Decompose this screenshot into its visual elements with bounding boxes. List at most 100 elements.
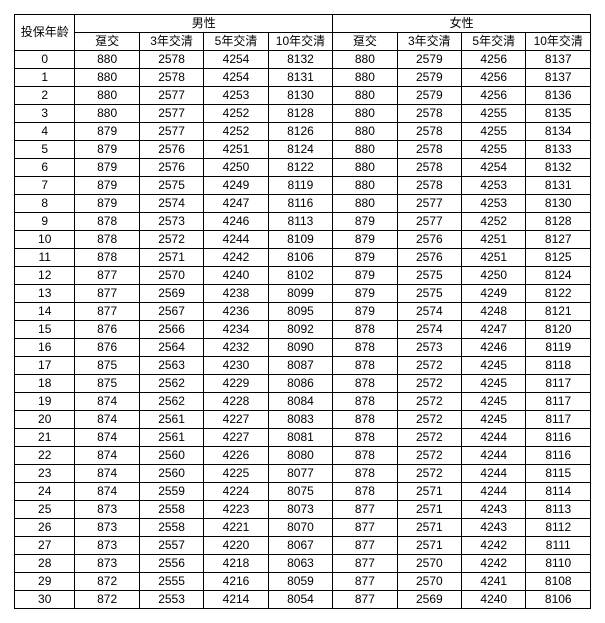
cell-female-0: 880: [333, 105, 397, 123]
cell-female-1: 2578: [397, 159, 461, 177]
cell-age: 0: [15, 51, 75, 69]
cell-female-1: 2571: [397, 483, 461, 501]
cell-male-1: 2558: [139, 501, 203, 519]
table-row: 22874256042268080878257242448116: [15, 447, 591, 465]
cell-female-0: 879: [333, 249, 397, 267]
cell-age: 24: [15, 483, 75, 501]
cell-age: 28: [15, 555, 75, 573]
cell-female-2: 4252: [462, 213, 526, 231]
header-male: 男性: [75, 15, 333, 33]
cell-female-1: 2571: [397, 537, 461, 555]
cell-male-1: 2574: [139, 195, 203, 213]
cell-male-1: 2577: [139, 105, 203, 123]
cell-female-0: 879: [333, 285, 397, 303]
cell-male-3: 8087: [268, 357, 332, 375]
cell-male-1: 2571: [139, 249, 203, 267]
cell-male-3: 8075: [268, 483, 332, 501]
cell-male-0: 877: [75, 303, 139, 321]
table-row: 0880257842548132880257942568137: [15, 51, 591, 69]
premium-rate-table: 投保年龄 男性 女性 趸交 3年交清 5年交清 10年交清 趸交 3年交清 5年…: [14, 14, 591, 609]
cell-female-2: 4245: [462, 393, 526, 411]
table-body: 0880257842548132880257942568137188025784…: [15, 51, 591, 609]
cell-male-2: 4238: [204, 285, 268, 303]
cell-female-2: 4247: [462, 321, 526, 339]
cell-female-2: 4256: [462, 87, 526, 105]
cell-male-1: 2563: [139, 357, 203, 375]
cell-female-1: 2578: [397, 105, 461, 123]
cell-age: 12: [15, 267, 75, 285]
cell-female-2: 4255: [462, 123, 526, 141]
cell-female-1: 2572: [397, 393, 461, 411]
cell-female-0: 880: [333, 159, 397, 177]
table-row: 8879257442478116880257742538130: [15, 195, 591, 213]
cell-male-0: 879: [75, 123, 139, 141]
cell-male-0: 874: [75, 447, 139, 465]
table-row: 27873255742208067877257142428111: [15, 537, 591, 555]
cell-male-3: 8128: [268, 105, 332, 123]
cell-male-3: 8063: [268, 555, 332, 573]
cell-female-1: 2574: [397, 303, 461, 321]
cell-male-3: 8119: [268, 177, 332, 195]
cell-female-1: 2572: [397, 357, 461, 375]
cell-female-0: 879: [333, 213, 397, 231]
table-row: 29872255542168059877257042418108: [15, 573, 591, 591]
cell-male-0: 875: [75, 375, 139, 393]
cell-male-0: 877: [75, 285, 139, 303]
cell-male-0: 879: [75, 141, 139, 159]
table-row: 25873255842238073877257142438113: [15, 501, 591, 519]
cell-male-0: 873: [75, 555, 139, 573]
cell-male-0: 872: [75, 591, 139, 609]
cell-male-3: 8113: [268, 213, 332, 231]
cell-male-3: 8131: [268, 69, 332, 87]
table-row: 21874256142278081878257242448116: [15, 429, 591, 447]
cell-male-3: 8080: [268, 447, 332, 465]
header-male-col-3: 10年交清: [268, 33, 332, 51]
cell-female-1: 2576: [397, 249, 461, 267]
cell-male-1: 2559: [139, 483, 203, 501]
table-row: 26873255842218070877257142438112: [15, 519, 591, 537]
cell-male-0: 880: [75, 87, 139, 105]
cell-male-3: 8073: [268, 501, 332, 519]
cell-male-0: 874: [75, 429, 139, 447]
cell-female-0: 878: [333, 339, 397, 357]
cell-age: 17: [15, 357, 75, 375]
cell-male-2: 4247: [204, 195, 268, 213]
cell-male-3: 8095: [268, 303, 332, 321]
cell-male-2: 4254: [204, 51, 268, 69]
cell-female-3: 8133: [526, 141, 591, 159]
cell-male-3: 8054: [268, 591, 332, 609]
cell-female-3: 8108: [526, 573, 591, 591]
cell-female-2: 4250: [462, 267, 526, 285]
cell-male-1: 2562: [139, 375, 203, 393]
cell-male-2: 4225: [204, 465, 268, 483]
cell-male-2: 4226: [204, 447, 268, 465]
cell-female-0: 880: [333, 123, 397, 141]
cell-male-3: 8130: [268, 87, 332, 105]
cell-female-1: 2578: [397, 123, 461, 141]
cell-female-3: 8135: [526, 105, 591, 123]
table-header: 投保年龄 男性 女性 趸交 3年交清 5年交清 10年交清 趸交 3年交清 5年…: [15, 15, 591, 51]
cell-male-2: 4221: [204, 519, 268, 537]
cell-female-3: 8112: [526, 519, 591, 537]
cell-male-2: 4220: [204, 537, 268, 555]
cell-female-3: 8130: [526, 195, 591, 213]
cell-female-0: 877: [333, 501, 397, 519]
header-female-col-0: 趸交: [333, 33, 397, 51]
cell-male-1: 2564: [139, 339, 203, 357]
cell-female-2: 4245: [462, 357, 526, 375]
cell-male-0: 873: [75, 501, 139, 519]
cell-female-2: 4243: [462, 501, 526, 519]
cell-female-2: 4251: [462, 231, 526, 249]
cell-male-3: 8109: [268, 231, 332, 249]
cell-female-3: 8125: [526, 249, 591, 267]
cell-age: 4: [15, 123, 75, 141]
cell-male-2: 4240: [204, 267, 268, 285]
cell-male-2: 4214: [204, 591, 268, 609]
cell-female-3: 8127: [526, 231, 591, 249]
cell-male-2: 4254: [204, 69, 268, 87]
cell-female-1: 2574: [397, 321, 461, 339]
table-row: 6879257642508122880257842548132: [15, 159, 591, 177]
cell-female-0: 879: [333, 267, 397, 285]
cell-male-2: 4230: [204, 357, 268, 375]
cell-age: 11: [15, 249, 75, 267]
